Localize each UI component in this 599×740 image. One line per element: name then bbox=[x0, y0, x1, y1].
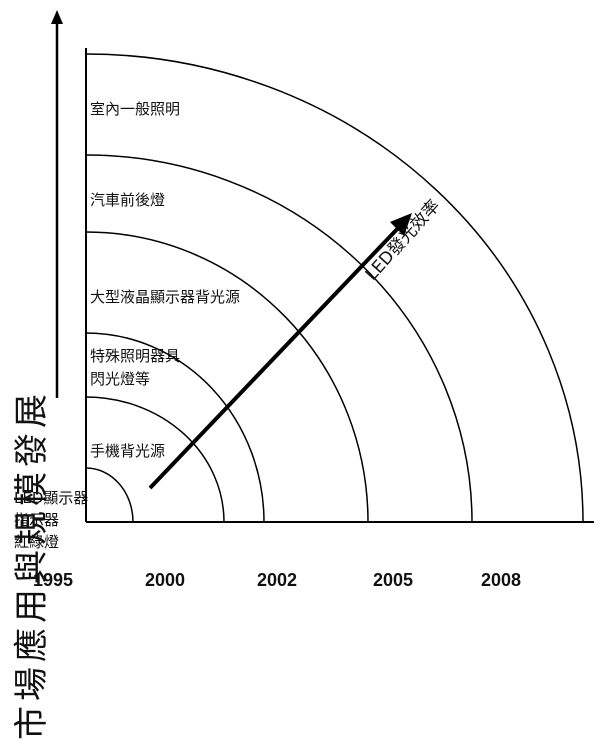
arc-general-lighting bbox=[85, 53, 584, 523]
arc-lcd-backlight bbox=[85, 231, 369, 523]
arc-led-display bbox=[85, 467, 134, 523]
label-lcd-backlight: 大型液晶顯示器背光源 bbox=[90, 288, 241, 306]
arc-automotive bbox=[85, 154, 473, 523]
arc-phone-backlight bbox=[85, 396, 225, 523]
label-indicator: 指示器 bbox=[14, 511, 60, 529]
label-general-lighting: 室內一般照明 bbox=[90, 100, 181, 118]
y-axis-arrow-head bbox=[51, 10, 63, 24]
efficiency-arrow-shaft bbox=[148, 222, 404, 490]
year-tick: 2000 bbox=[145, 570, 186, 590]
market-growth-diagram bbox=[51, 10, 594, 523]
year-tick: 2005 bbox=[373, 570, 414, 590]
label-led-display: LED顯示器 bbox=[14, 489, 89, 507]
label-automotive-lights: 汽車前後燈 bbox=[90, 191, 166, 209]
efficiency-arrow-head bbox=[390, 213, 412, 236]
y-axis-label: 市場應用與規模發展 bbox=[12, 389, 52, 740]
label-flash-lights: 閃光燈等 bbox=[90, 370, 151, 388]
arc-special-lighting bbox=[85, 332, 265, 523]
label-phone-backlight: 手機背光源 bbox=[90, 442, 166, 460]
year-tick: 1995 bbox=[33, 570, 74, 590]
year-tick: 2008 bbox=[481, 570, 522, 590]
label-special-lighting: 特殊照明器具 bbox=[90, 347, 181, 365]
year-tick: 2002 bbox=[257, 570, 298, 590]
label-traffic-light: 紅綠燈 bbox=[14, 533, 60, 551]
